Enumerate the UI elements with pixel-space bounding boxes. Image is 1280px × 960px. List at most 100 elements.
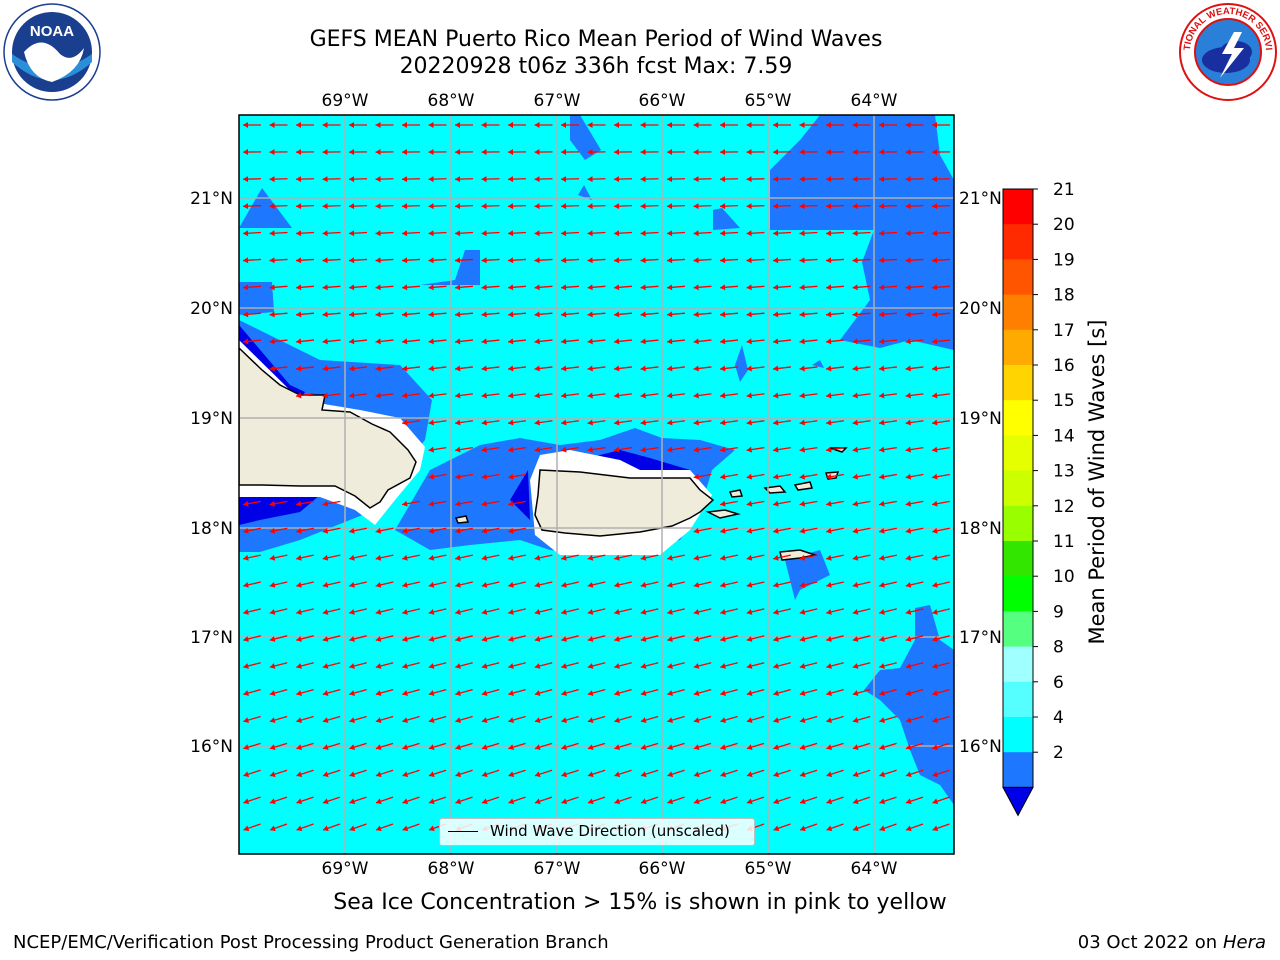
wave-arrow-head	[561, 176, 567, 183]
wave-arrow-head	[693, 149, 699, 156]
wave-arrow-head	[296, 554, 302, 561]
wave-arrow-head	[269, 284, 275, 291]
wave-arrow-head	[269, 717, 276, 724]
wave-arrow-head	[852, 527, 859, 534]
wave-arrow-head	[375, 203, 381, 210]
wave-arrow-head	[852, 690, 859, 696]
wave-arrow-head	[773, 798, 780, 805]
wave-arrow-head	[296, 690, 302, 696]
wave-arrow-head	[905, 771, 912, 778]
wave-arrow-head	[932, 122, 937, 128]
wave-arrow-head	[932, 581, 938, 588]
colorbar-tick-label: 2	[1053, 743, 1064, 763]
wave-arrow-head	[534, 419, 540, 426]
colorbar-segment	[1003, 541, 1033, 577]
wave-arrow-head	[375, 636, 382, 642]
wave-arrow-head	[322, 500, 329, 507]
colorbar-tick-label: 18	[1053, 286, 1075, 306]
wave-arrow-head	[481, 798, 488, 805]
wave-arrow-head	[428, 554, 435, 561]
wave-arrow-head	[243, 825, 250, 832]
wave-arrow-head	[799, 527, 806, 534]
wave-arrow-head	[508, 609, 514, 615]
wave-arrow-head	[322, 365, 328, 372]
wave-arrow-head	[693, 446, 700, 453]
wave-arrow-head	[481, 554, 488, 561]
wave-arrow-head	[455, 203, 461, 210]
wave-arrow-head	[879, 284, 885, 291]
wave-arrow-head	[773, 365, 779, 372]
wave-arrow-head	[932, 365, 938, 372]
wave-arrow-head	[534, 338, 540, 345]
wave-arrow-head	[693, 690, 700, 696]
wave-arrow-head	[746, 609, 753, 615]
wave-arrow-head	[402, 609, 408, 615]
wave-arrow-head	[375, 581, 382, 588]
wave-arrow-head	[269, 500, 276, 507]
wave-arrow-head	[428, 149, 434, 156]
colorbar-under-extension	[1002, 786, 1034, 817]
wave-arrow-head	[746, 257, 752, 264]
wave-arrow-head	[614, 636, 620, 642]
wave-arrow-head	[402, 284, 408, 291]
wave-arrow-head	[693, 284, 699, 291]
wave-arrow-head	[826, 636, 832, 642]
wave-arrow-head	[667, 230, 673, 237]
wave-arrow-head	[640, 419, 646, 426]
wave-arrow-head	[614, 365, 620, 372]
wave-arrow-head	[852, 473, 859, 480]
wave-arrow-head	[269, 230, 275, 237]
wave-arrow-head	[296, 500, 302, 507]
wave-arrow-head	[269, 690, 276, 696]
wave-arrow-head	[561, 230, 567, 237]
colorbar-tick-label: 9	[1053, 602, 1064, 622]
wave-arrow-head	[826, 771, 833, 778]
wave-arrow-head	[773, 744, 780, 751]
wave-arrow-head	[534, 230, 540, 237]
wave-arrow-head	[826, 257, 832, 264]
wave-arrow-head	[481, 392, 487, 399]
wave-arrow-head	[428, 798, 435, 805]
wave-arrow-head	[720, 284, 726, 291]
wave-arrow-head	[508, 581, 514, 588]
wave-arrow-head	[587, 717, 594, 724]
wave-arrow-head	[799, 690, 806, 696]
wave-arrow-head	[640, 122, 646, 128]
svg-text:69°W: 69°W	[322, 859, 369, 879]
wave-arrow-head	[587, 365, 593, 372]
wave-arrow-head	[667, 338, 673, 345]
wave-arrow-head	[905, 311, 911, 318]
wave-arrow-head	[905, 554, 912, 561]
svg-text:66°W: 66°W	[639, 91, 686, 111]
wave-arrow-head	[296, 663, 302, 669]
wave-arrow-head	[799, 798, 806, 805]
wave-arrow-head	[905, 419, 911, 426]
wave-arrow-head	[508, 257, 514, 264]
nws-logo: NATIONAL WEATHER SERVICE	[1178, 2, 1277, 101]
sea-ice-caption: Sea Ice Concentration > 15% is shown in …	[333, 890, 947, 915]
wave-arrow-head	[667, 392, 673, 399]
wave-arrow-head	[720, 717, 727, 724]
wave-arrow-head	[667, 690, 673, 696]
wave-arrow-head	[852, 744, 859, 751]
wave-arrow-head	[587, 419, 593, 426]
wave-arrow-head	[879, 446, 885, 453]
colorbar-tick-label: 13	[1053, 462, 1075, 482]
wave-arrow-head	[402, 149, 408, 156]
wave-arrow-head	[375, 771, 382, 778]
wave-arrow-head	[455, 446, 461, 453]
wave-arrow-head	[932, 744, 939, 751]
wave-arrow-head	[296, 284, 302, 291]
wave-arrow-head	[587, 230, 593, 237]
wave-arrow-head	[481, 203, 487, 210]
wave-arrow-head	[826, 392, 832, 399]
svg-text:67°W: 67°W	[534, 859, 581, 879]
wave-arrow-head	[375, 284, 381, 291]
wave-arrow-head	[614, 392, 620, 399]
wave-arrow-head	[640, 581, 647, 588]
wave-arrow-head	[349, 257, 355, 264]
wave-arrow-head	[826, 176, 832, 183]
wave-arrow-head	[269, 771, 276, 778]
wave-arrow-head	[296, 311, 302, 318]
wave-arrow-head	[905, 338, 911, 345]
